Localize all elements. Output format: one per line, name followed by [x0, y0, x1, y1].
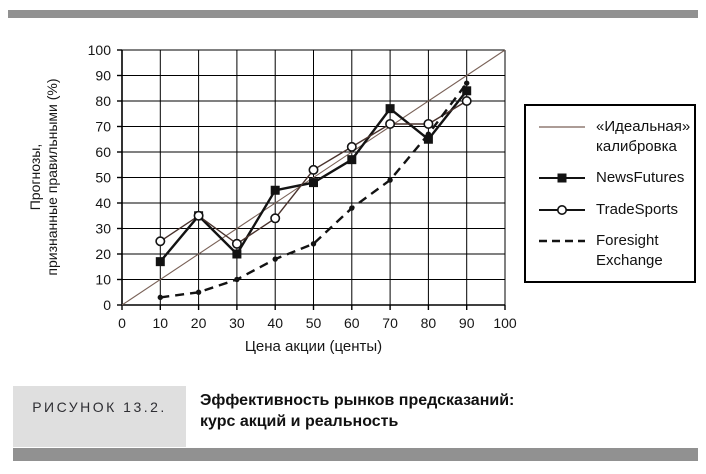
- x-axis-title: Цена акции (центы): [244, 338, 383, 355]
- x-tick-label: 10: [153, 315, 169, 331]
- x-tick-label: 50: [306, 315, 322, 331]
- ideal-line-swatch-icon: [539, 126, 585, 128]
- chart-plot-area: 0 10 20 30 40 50 60 70 80 90 100 0 10 20 30 40 50 60 70 80 9…: [88, 42, 517, 331]
- marker-newsfutures: [462, 86, 472, 96]
- chart-legend: «Идеальная» калибровка NewsFutures: [524, 104, 696, 283]
- x-tick-label: 100: [493, 315, 517, 331]
- figure-caption: РИСУНОК 13.2. Эффективность рынков предс…: [13, 386, 514, 447]
- y-tick-label: 10: [95, 272, 111, 288]
- y-tick-label: 50: [95, 170, 111, 186]
- open-circle-line-swatch-icon: [539, 204, 585, 215]
- marker-foresight: [234, 276, 240, 283]
- x-tick-label: 80: [421, 315, 437, 331]
- x-tick-label: 0: [118, 315, 126, 331]
- y-tick-label: 0: [103, 297, 111, 313]
- top-divider-bar: [8, 10, 698, 18]
- marker-newsfutures: [347, 155, 357, 165]
- marker-tradesports: [385, 118, 396, 129]
- series-line-«Идеальная» калибровка: [121, 49, 506, 306]
- marker-foresight: [387, 177, 393, 183]
- legend-label-foresight: Foresight Exchange: [596, 231, 663, 270]
- y-tick-label: 40: [95, 195, 111, 211]
- legend-label-line: «Идеальная»: [596, 118, 691, 135]
- marker-newsfutures: [309, 178, 318, 188]
- x-tick-label: 30: [229, 315, 245, 331]
- y-axis-title: Прогнозы, признанные правильными (%): [27, 52, 61, 302]
- prediction-markets-chart: 0 10 20 30 40 50 60 70 80 90 100 0 10 20 30 40 50 60 70 80 9…: [27, 42, 696, 355]
- legend-label-line: TradeSports: [596, 200, 678, 218]
- y-axis-title-line2: признанные правильными (%): [44, 78, 60, 276]
- legend-item-tradesports: TradeSports: [538, 200, 690, 220]
- series-line-Foresight Exchange: [160, 82, 468, 299]
- y-tick-label: 60: [95, 144, 111, 160]
- marker-newsfutures: [423, 134, 433, 144]
- legend-item-ideal-calibration: «Идеальная» калибровка: [538, 117, 690, 156]
- figure-title-line1: Эффективность рынков предсказаний:: [200, 392, 515, 409]
- legend-item-foresight-exchange: Foresight Exchange: [538, 231, 690, 270]
- legend-label-line: NewsFutures: [596, 169, 685, 186]
- y-tick-label: 90: [95, 68, 111, 84]
- marker-tradesports: [346, 141, 357, 152]
- x-tick-label: 60: [344, 315, 360, 331]
- marker-tradesports: [461, 96, 472, 107]
- x-tick-label: 70: [382, 315, 398, 331]
- x-tick-label: 20: [191, 315, 207, 331]
- marker-tradesports: [231, 238, 242, 249]
- marker-tradesports: [308, 164, 319, 175]
- x-tick-label: 40: [267, 315, 283, 331]
- legend-item-newsfutures: NewsFutures: [538, 168, 690, 188]
- marker-foresight: [157, 294, 163, 301]
- marker-foresight: [464, 80, 470, 86]
- marker-foresight: [425, 131, 432, 137]
- y-tick-label: 70: [95, 119, 111, 135]
- marker-tradesports: [193, 210, 204, 221]
- y-tick-label: 80: [95, 93, 111, 109]
- marker-newsfutures: [385, 104, 395, 114]
- figure-title-line2: курс акций и реальность: [200, 413, 399, 430]
- y-tick-label: 100: [88, 42, 112, 58]
- figure-number-label: РИСУНОК 13.2.: [13, 386, 186, 447]
- legend-label-line: калибровка: [596, 137, 677, 155]
- marker-foresight: [195, 289, 202, 295]
- legend-label-tradesports: TradeSports: [596, 200, 678, 220]
- bottom-divider-bar: [13, 448, 698, 461]
- marker-tradesports: [270, 213, 281, 224]
- y-tick-label: 20: [95, 246, 111, 262]
- y-tick-label: 30: [95, 221, 111, 237]
- marker-newsfutures: [270, 185, 280, 195]
- legend-label-ideal: «Идеальная» калибровка: [596, 117, 690, 156]
- marker-newsfutures: [155, 257, 165, 267]
- marker-foresight: [272, 256, 278, 262]
- filled-square-line-swatch-icon: [539, 173, 585, 183]
- marker-tradesports: [423, 118, 434, 129]
- legend-label-line: Exchange: [596, 251, 663, 269]
- dashed-line-swatch-icon: [539, 239, 585, 243]
- marker-foresight: [310, 241, 317, 247]
- marker-foresight: [349, 205, 355, 211]
- y-axis-title-line1: Прогнозы,: [27, 143, 43, 211]
- marker-newsfutures: [232, 249, 242, 259]
- x-tick-label: 90: [459, 315, 475, 331]
- marker-tradesports: [155, 236, 166, 247]
- figure-title: Эффективность рынков предсказаний: курс …: [200, 386, 514, 447]
- legend-label-line: Foresight: [596, 232, 659, 249]
- legend-label-newsfutures: NewsFutures: [596, 168, 684, 188]
